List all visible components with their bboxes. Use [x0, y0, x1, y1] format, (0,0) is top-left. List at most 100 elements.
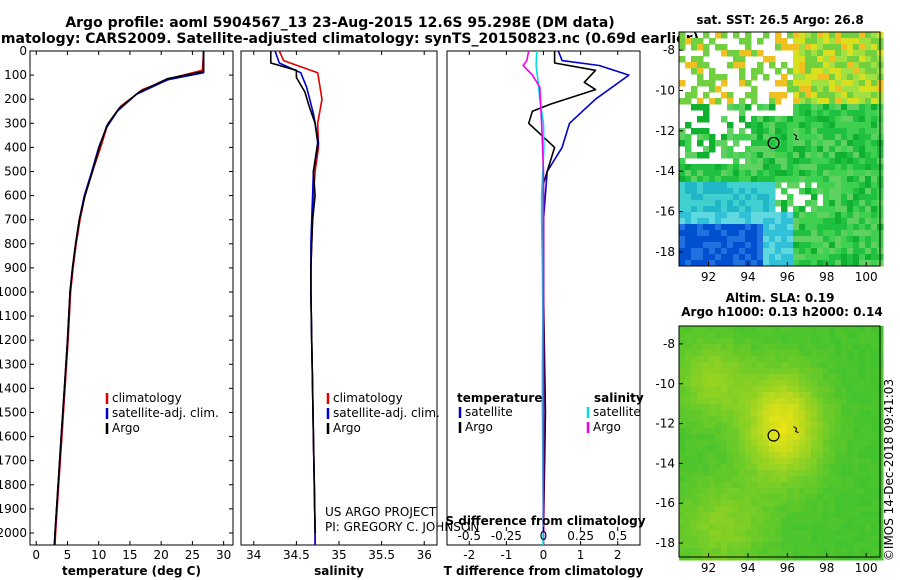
- map-x-tick-label: 92: [701, 561, 716, 575]
- map-cell: [739, 200, 746, 207]
- map-cell: [859, 374, 866, 381]
- map-cell: [841, 338, 848, 345]
- map-cell: [727, 398, 734, 405]
- map-cell: [871, 98, 878, 105]
- map-cell: [775, 260, 782, 267]
- map-cell: [805, 152, 812, 159]
- map-cell: [847, 86, 854, 93]
- map-cell: [745, 548, 752, 555]
- map-cell: [739, 68, 746, 75]
- map-cell: [805, 452, 812, 459]
- map-cell: [715, 356, 722, 363]
- map-cell: [733, 542, 740, 549]
- map-cell: [811, 344, 818, 351]
- map-cell: [787, 164, 794, 171]
- map-cell: [811, 260, 818, 267]
- map-cell: [757, 404, 764, 411]
- map-cell: [799, 188, 806, 195]
- map-cell: [793, 158, 800, 165]
- map-cell: [727, 362, 734, 369]
- map-cell: [817, 392, 824, 399]
- map-cell: [733, 410, 740, 417]
- map-cell: [763, 422, 770, 429]
- map-cell: [763, 218, 770, 225]
- map-cell: [715, 422, 722, 429]
- map-cell: [703, 338, 710, 345]
- map-cell: [871, 212, 878, 219]
- map-cell: [829, 68, 836, 75]
- map-cell: [775, 530, 782, 537]
- map-cell: [691, 368, 698, 375]
- map-cell: [751, 206, 758, 213]
- map-cell: [811, 176, 818, 183]
- map-cell: [739, 548, 746, 555]
- map-cell: [757, 200, 764, 207]
- map-cell: [685, 134, 692, 141]
- map-cell: [769, 116, 776, 123]
- map-cell: [811, 356, 818, 363]
- map-cell: [691, 410, 698, 417]
- map-cell: [841, 452, 848, 459]
- map-cell: [781, 524, 788, 531]
- map-cell: [739, 74, 746, 81]
- map-cell: [715, 170, 722, 177]
- map-cell: [757, 536, 764, 543]
- map-cell: [871, 242, 878, 249]
- map-cell: [793, 530, 800, 537]
- map-cell: [739, 470, 746, 477]
- map-cell: [715, 350, 722, 357]
- map-cell: [835, 338, 842, 345]
- map-cell: [709, 260, 716, 267]
- map-cell: [769, 548, 776, 555]
- map-cell: [715, 512, 722, 519]
- map-cell: [751, 548, 758, 555]
- map-cell: [733, 140, 740, 147]
- map-cell: [805, 422, 812, 429]
- map-cell: [817, 356, 824, 363]
- map-cell: [865, 428, 872, 435]
- map-cell: [829, 230, 836, 237]
- map-cell: [745, 422, 752, 429]
- map-cell: [763, 344, 770, 351]
- map-cell: [859, 440, 866, 447]
- map-cell: [835, 350, 842, 357]
- map-cell: [745, 386, 752, 393]
- map-cell: [811, 212, 818, 219]
- map-cell: [847, 212, 854, 219]
- map-cell: [751, 380, 758, 387]
- map-cell: [709, 146, 716, 153]
- map-cell: [715, 344, 722, 351]
- map-cell: [829, 236, 836, 243]
- map-cell: [751, 458, 758, 465]
- map-cell: [703, 368, 710, 375]
- map-cell: [721, 236, 728, 243]
- map-cell: [817, 230, 824, 237]
- map-cell: [871, 350, 878, 357]
- map-cell: [775, 338, 782, 345]
- map-cell: [703, 476, 710, 483]
- map-cell: [829, 134, 836, 141]
- map-cell: [745, 398, 752, 405]
- map-cell: [739, 536, 746, 543]
- map-cell: [697, 458, 704, 465]
- map-cell: [823, 92, 830, 99]
- map-cell: [871, 110, 878, 117]
- map-cell: [805, 38, 812, 45]
- map-cell: [757, 434, 764, 441]
- map-cell: [733, 482, 740, 489]
- map-cell: [751, 362, 758, 369]
- map-cell: [757, 482, 764, 489]
- map-cell: [859, 362, 866, 369]
- map-cell: [793, 116, 800, 123]
- map-cell: [811, 98, 818, 105]
- map-cell: [787, 410, 794, 417]
- map-cell: [811, 200, 818, 207]
- map-cell: [787, 440, 794, 447]
- map-cell: [685, 542, 692, 549]
- map-cell: [733, 56, 740, 63]
- map-cell: [859, 260, 866, 267]
- map-cell: [841, 146, 848, 153]
- map-cell: [691, 326, 698, 333]
- map-cell: [787, 518, 794, 525]
- map-cell: [799, 494, 806, 501]
